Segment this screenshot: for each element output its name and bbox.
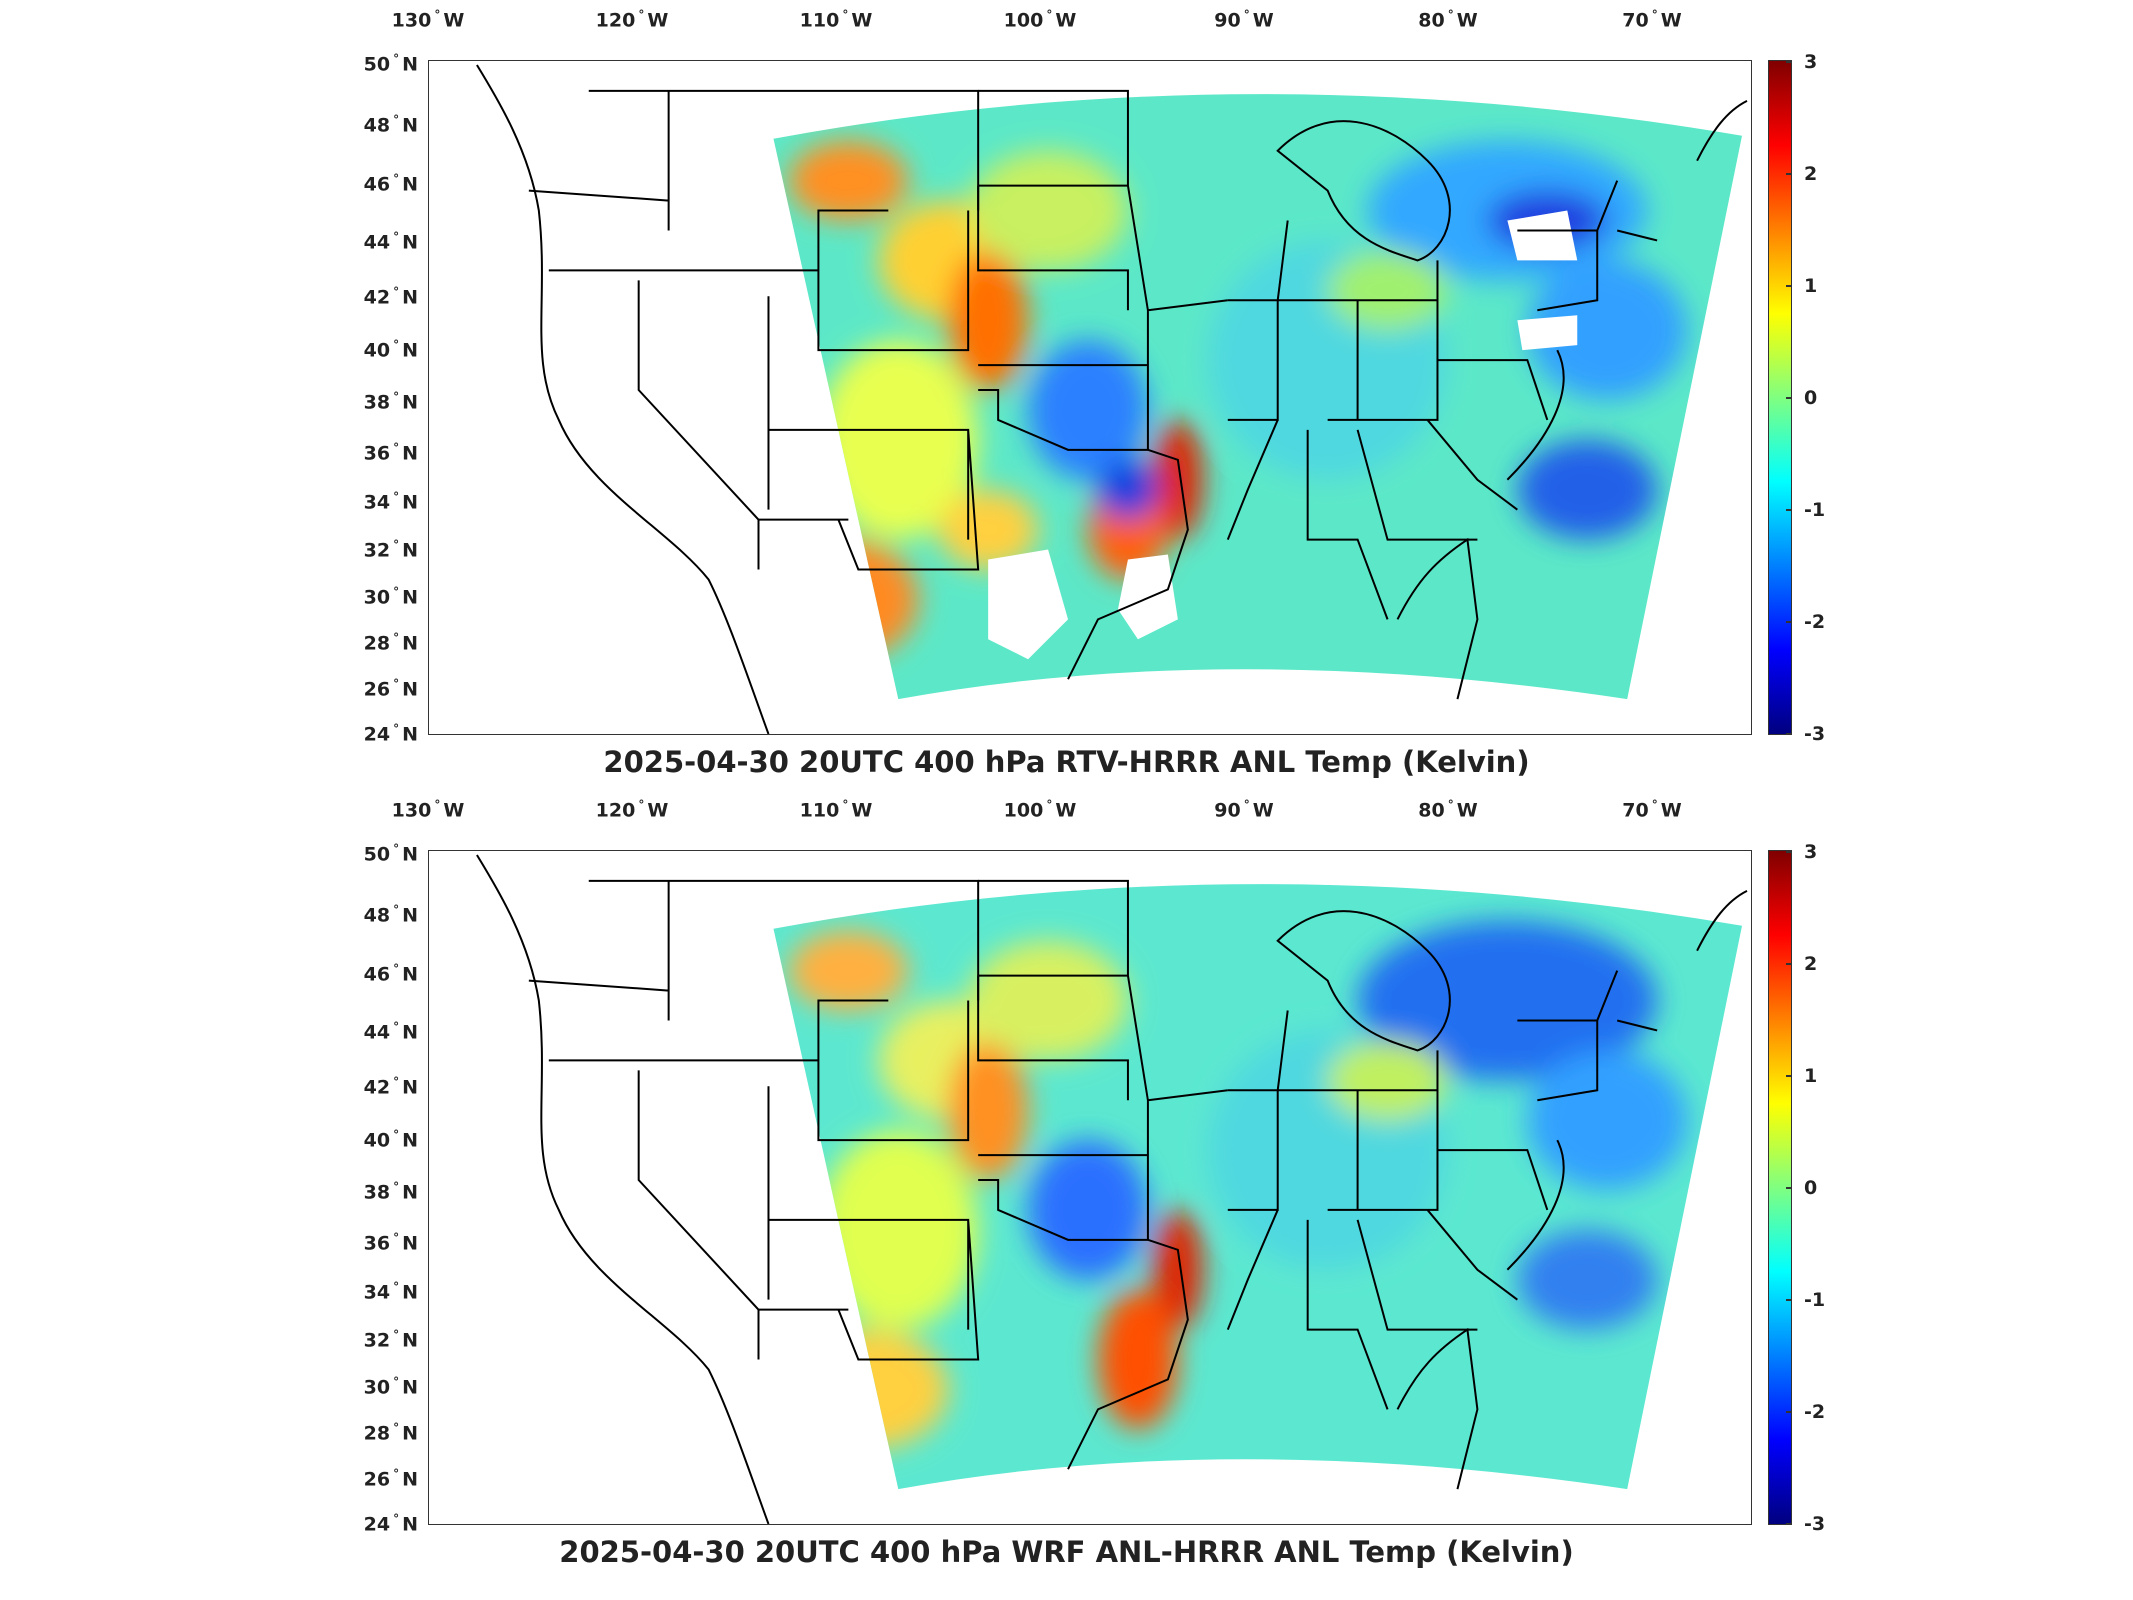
lat-label: 30 ° N [363,585,418,609]
lat-label: 38 ° N [363,390,418,414]
lat-label: 40 ° N [363,1128,418,1152]
colorbar-tick-label: -1 [1804,499,1826,521]
colorbar-tick-label: 3 [1804,841,1818,863]
colorbar-tick-label: -2 [1804,1401,1826,1423]
map-frame-top [428,60,1752,735]
colorbar-tickmark [1786,1299,1792,1301]
panel-title: 2025-04-30 20UTC 400 hPa RTV-HRRR ANL Te… [603,745,1530,779]
colorbar-tickmark [1786,851,1792,853]
lon-label: 70 ° W [1622,8,1682,32]
colorbar-tick-label: 0 [1804,1177,1818,1199]
lat-label: 34 ° N [363,490,418,514]
boundaries [476,64,1748,734]
colorbar-tickmark [1786,1523,1792,1525]
colorbar-tick-label: -3 [1804,1513,1826,1535]
lon-label: 80 ° W [1418,798,1478,822]
lat-label: 24 ° N [363,1512,418,1536]
lon-label: 100 ° W [1003,798,1077,822]
lat-label: 46 ° N [363,172,418,196]
lat-label: 36 ° N [363,441,418,465]
lat-label: 40 ° N [363,338,418,362]
lon-label: 110 ° W [799,798,873,822]
lat-label: 46 ° N [363,962,418,986]
colorbar-tick-label: 3 [1804,51,1818,73]
colorbar-tickmark [1786,621,1792,623]
colorbar-tick-label: -3 [1804,723,1826,745]
lon-label: 90 ° W [1214,798,1274,822]
lat-label: 32 ° N [363,538,418,562]
lon-label: 90 ° W [1214,8,1274,32]
lat-label: 28 ° N [363,1421,418,1445]
lon-label: 70 ° W [1622,798,1682,822]
map-frame-bottom [428,850,1752,1525]
lat-label: 26 ° N [363,1467,418,1491]
colorbar-tickmark [1786,61,1792,63]
colorbar-tickmark [1786,1075,1792,1077]
lon-label: 100 ° W [1003,8,1077,32]
lon-label: 130 ° W [391,8,465,32]
lon-label: 120 ° W [595,798,669,822]
boundaries [476,854,1748,1524]
colorbar-tick-label: -1 [1804,1289,1826,1311]
lat-label: 50 ° N [363,842,418,866]
lat-label: 32 ° N [363,1328,418,1352]
colorbar-tickmark [1786,509,1792,511]
lat-label: 44 ° N [363,1020,418,1044]
data-field [773,94,1743,700]
temperature-difference-map [476,64,1748,734]
lat-label: 42 ° N [363,285,418,309]
lon-label: 80 ° W [1418,8,1478,32]
top-panel: 130 ° W 120 ° W 110 ° W 100 ° W 90 ° W 80 ° W 70 ° W 5… [363,8,1826,779]
colorbar-tick-label: 2 [1804,953,1818,975]
colorbar-tick-label: 0 [1804,387,1818,409]
lat-label: 24 ° N [363,722,418,746]
lat-label: 42 ° N [363,1075,418,1099]
colorbar-tickmark [1786,1187,1792,1189]
colorbar-tick-label: -2 [1804,611,1826,633]
lat-label: 36 ° N [363,1231,418,1255]
lon-label: 130 ° W [391,798,465,822]
colorbar-tickmark [1786,285,1792,287]
data-field [773,884,1743,1490]
colorbar-tick-label: 1 [1804,1065,1818,1087]
missing-data-areas [988,210,1578,660]
panel-title: 2025-04-30 20UTC 400 hPa WRF ANL-HRRR AN… [559,1535,1574,1569]
colorbar-tickmark [1786,1411,1792,1413]
lon-label: 120 ° W [595,8,669,32]
lon-label: 110 ° W [799,8,873,32]
lat-label: 48 ° N [363,903,418,927]
lat-label: 34 ° N [363,1280,418,1304]
lat-label: 26 ° N [363,677,418,701]
colorbar-tickmark [1786,173,1792,175]
temperature-difference-map [476,854,1748,1524]
lat-label: 48 ° N [363,113,418,137]
lat-label: 28 ° N [363,631,418,655]
lat-label: 38 ° N [363,1180,418,1204]
colorbar-tickmark [1786,963,1792,965]
lat-label: 50 ° N [363,52,418,76]
lat-label: 44 ° N [363,230,418,254]
colorbar-tickmark [1786,733,1792,735]
bottom-panel: 130 ° W 120 ° W 110 ° W 100 ° W 90 ° W 80 ° W 70 ° W 5… [0,790,2133,1590]
colorbar-tick-label: 2 [1804,163,1818,185]
colorbar-tickmark [1786,397,1792,399]
lat-label: 30 ° N [363,1375,418,1399]
colorbar-tick-label: 1 [1804,275,1818,297]
